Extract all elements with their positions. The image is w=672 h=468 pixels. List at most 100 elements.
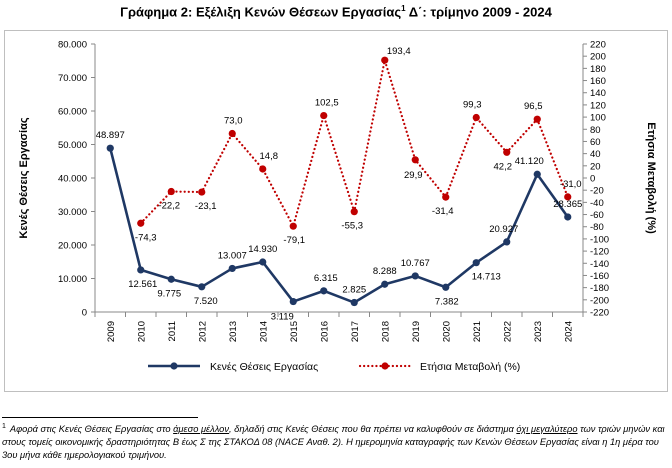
y2-tick-label: -200 — [590, 295, 609, 306]
y2-tick-label: 220 — [590, 40, 606, 51]
y2-tick-label: -140 — [590, 259, 609, 270]
x-tick-label: 2011 — [167, 321, 178, 341]
annual-change-point — [320, 111, 328, 120]
y-tick-label: 60.000 — [58, 107, 87, 118]
x-tick-label: 2017 — [350, 321, 361, 342]
vacancies-point — [289, 297, 297, 306]
annual-change-point — [259, 165, 267, 173]
series-vacancies-line — [108, 147, 569, 304]
vacancies-point — [198, 283, 206, 291]
annual-change-data-label: -31,0 — [560, 179, 582, 190]
y2-tick-label: 0 — [590, 174, 595, 185]
legend-vacancies-marker — [170, 362, 178, 370]
legend-vacancies-label: Κενές Θέσεις Εργασίας — [210, 361, 318, 373]
y-tick-label: 20.000 — [58, 241, 87, 252]
footnote-underlined-1: άμεσο μέλλον — [173, 424, 229, 435]
footnote-underlined-2: όχι μεγαλύτερο — [516, 424, 578, 435]
x-tick-label: 2024 — [563, 321, 574, 342]
y2-tick-label: 180 — [590, 64, 606, 75]
y2-axis-title: Ετήσια Μεταβολή (%) — [645, 122, 657, 234]
vacancies-data-label: 10.767 — [401, 258, 430, 269]
x-tick-label: 2022 — [502, 321, 513, 342]
x-tick-label: 2010 — [136, 321, 147, 342]
y2-tick-label: 20 — [590, 161, 601, 172]
vacancies-data-label: 14.930 — [248, 244, 277, 255]
legend-annual-change-marker — [381, 362, 389, 370]
y2-tick-label: 160 — [590, 76, 606, 87]
y2-tick-label: -20 — [590, 186, 604, 197]
footnote-text-2: , δηλαδή στις Κενές Θέσεις που θα πρέπει… — [228, 424, 517, 435]
annual-change-point — [167, 187, 175, 196]
annual-change-data-label: 29,9 — [404, 170, 423, 181]
annual-change-data-label: 73,0 — [224, 116, 243, 127]
vacancies-data-label: 41.120 — [515, 156, 544, 167]
y2-tick-label: 140 — [590, 88, 606, 99]
annual-change-data-label: -55,3 — [341, 221, 363, 232]
y-tick-label: 70.000 — [58, 73, 87, 84]
annual-change-point — [289, 222, 297, 230]
y-tick-label: 40.000 — [58, 174, 87, 185]
line-chart: 0 10.000 20.000 30.000 40.000 50.000 60.000 70.… — [18, 40, 657, 374]
annual-change-point — [442, 193, 450, 201]
vacancies-point — [411, 272, 419, 280]
y2-tick-label: 60 — [590, 137, 601, 148]
y2-tick-label: 40 — [590, 149, 601, 160]
annual-change-data-label: 102,5 — [315, 98, 339, 109]
vacancies-point — [137, 266, 145, 274]
vacancies-point — [472, 259, 480, 267]
vacancies-data-label: 12.561 — [128, 279, 157, 290]
annual-change-data-label: 99,3 — [463, 100, 482, 111]
annual-change-point — [411, 156, 419, 164]
annual-change-point — [350, 208, 358, 216]
annual-change-data-label: -79,1 — [283, 235, 305, 246]
x-tick-label: 2013 — [228, 321, 239, 342]
y2-tick-label: -100 — [590, 234, 609, 245]
vacancies-point — [564, 213, 572, 221]
y2-tick-label: -40 — [590, 198, 604, 209]
y-axis-title: Κενές Θέσεις Εργασίας — [18, 117, 30, 238]
x-tick-label: 2016 — [319, 321, 330, 342]
footnote-rule — [2, 417, 198, 418]
annual-change-data-label: -23,1 — [195, 201, 217, 212]
chart-title-text: Γράφημα 2: Εξέλιξη Κενών Θέσεων Εργασίας — [120, 4, 402, 20]
chart-title-suffix: Δ΄: τρίμηνο 2009 - 2024 — [405, 4, 552, 20]
annual-change-data-label: -74,3 — [135, 232, 157, 243]
x-tick-label: 2015 — [289, 321, 300, 342]
vacancies-point — [533, 170, 541, 178]
x-tick-label: 2021 — [472, 321, 483, 342]
chart-frame — [4, 30, 668, 392]
vacancies-point — [442, 283, 450, 291]
vacancies-data-label: 2.825 — [342, 285, 366, 296]
annual-change-data-label: 42,2 — [494, 161, 513, 172]
y-tick-label: 50.000 — [58, 140, 87, 151]
y-tick-label: 30.000 — [58, 207, 87, 218]
annual-change-data-label: 193,4 — [387, 46, 411, 57]
vacancies-point — [228, 264, 236, 273]
annual-change-point — [198, 188, 206, 196]
x-tick-label: 2020 — [441, 321, 452, 342]
y-tick-label: 0 — [82, 308, 87, 319]
annual-change-point — [472, 113, 480, 122]
x-tick-label: 2014 — [258, 321, 269, 342]
vacancies-data-label: 7.520 — [194, 296, 218, 307]
vacancies-data-label: 6.315 — [314, 273, 338, 284]
annual-change-data-label: 96,5 — [524, 101, 543, 112]
annual-change-point — [137, 219, 145, 227]
vacancies-data-label: 8.288 — [373, 266, 397, 277]
vacancies-data-label: 48.897 — [96, 130, 125, 141]
chart-title: Γράφημα 2: Εξέλιξη Κενών Θέσεων Εργασίας… — [0, 4, 672, 19]
vacancies-point — [503, 238, 511, 246]
vacancies-data-label: 13.007 — [218, 250, 247, 261]
x-tick-label: 2018 — [380, 321, 391, 342]
vacancies-data-label: 3.119 — [271, 312, 294, 323]
annual-change-point — [381, 56, 389, 64]
annual-change-point — [533, 115, 541, 123]
annual-change-point — [503, 148, 511, 156]
y2-tick-label: 200 — [590, 52, 606, 63]
annual-change-data-label: -31,4 — [432, 206, 454, 217]
y2-tick-label: 100 — [590, 113, 606, 124]
y2-tick-label: -180 — [590, 283, 609, 294]
x-tick-label: 2009 — [106, 321, 117, 342]
x-tick-label: 2019 — [411, 321, 422, 342]
y2-tick-label: -220 — [590, 308, 609, 319]
